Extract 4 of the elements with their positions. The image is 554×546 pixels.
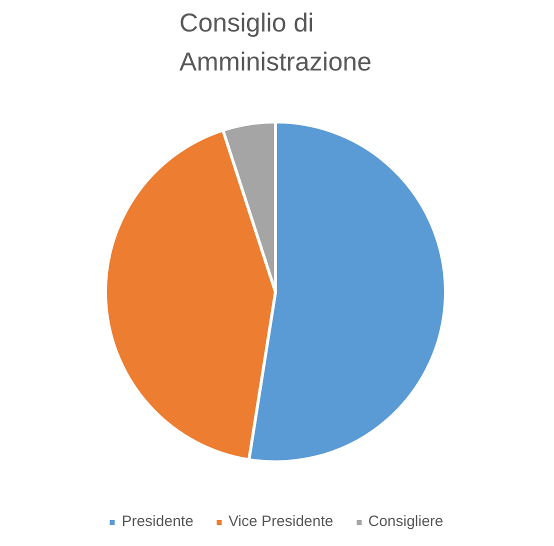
legend-label: Presidente: [122, 513, 194, 530]
legend-label: Vice Presidente: [228, 513, 334, 530]
legend-label: Consigliere: [368, 513, 444, 530]
chart-title: Consiglio di Amministrazione: [179, 8, 372, 76]
